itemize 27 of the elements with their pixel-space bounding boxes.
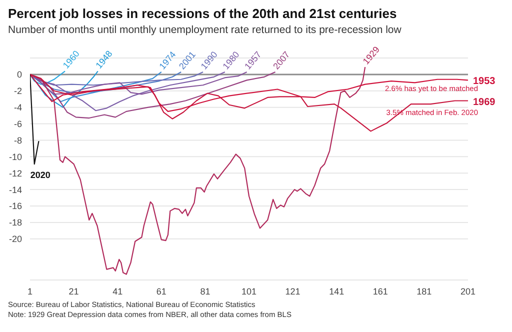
x-tick-label: 161 bbox=[372, 286, 388, 296]
series-label: 2020 bbox=[30, 170, 50, 180]
x-tick-label: 21 bbox=[68, 286, 79, 296]
x-tick-label: 201 bbox=[460, 286, 476, 296]
y-tick-label: 0 bbox=[16, 70, 22, 80]
x-tick-label: 141 bbox=[329, 286, 344, 296]
y-tick-label: -18 bbox=[8, 218, 22, 228]
x-tick-label: 81 bbox=[200, 286, 210, 296]
y-tick-label: -20 bbox=[8, 234, 22, 244]
x-tick-label: 41 bbox=[112, 286, 123, 296]
chart-title: Percent job losses in recessions of the 20th and 21st centuries bbox=[8, 6, 397, 21]
y-tick-label: -6 bbox=[14, 118, 22, 129]
y-tick-label: -12 bbox=[8, 168, 22, 178]
x-tick-label: 61 bbox=[156, 286, 166, 296]
chart-subtitle: Number of months until monthly unemployment rate returned to its pre-recession low bbox=[8, 24, 402, 36]
y-tick-label: -10 bbox=[8, 152, 22, 162]
series-label: 1969 bbox=[473, 96, 496, 108]
x-tick-label: 181 bbox=[416, 286, 432, 296]
y-tick-label: -14 bbox=[8, 184, 22, 195]
series-label: 1953 bbox=[473, 76, 496, 88]
y-tick-label: -16 bbox=[8, 201, 22, 212]
x-tick-label: 101 bbox=[241, 286, 257, 296]
y-tick-label: -4 bbox=[14, 102, 22, 113]
y-tick-label: -8 bbox=[14, 135, 22, 146]
x-tick-label: 121 bbox=[285, 286, 300, 296]
y-tick-label: -2 bbox=[14, 86, 22, 96]
x-tick-label: 1 bbox=[27, 286, 33, 296]
